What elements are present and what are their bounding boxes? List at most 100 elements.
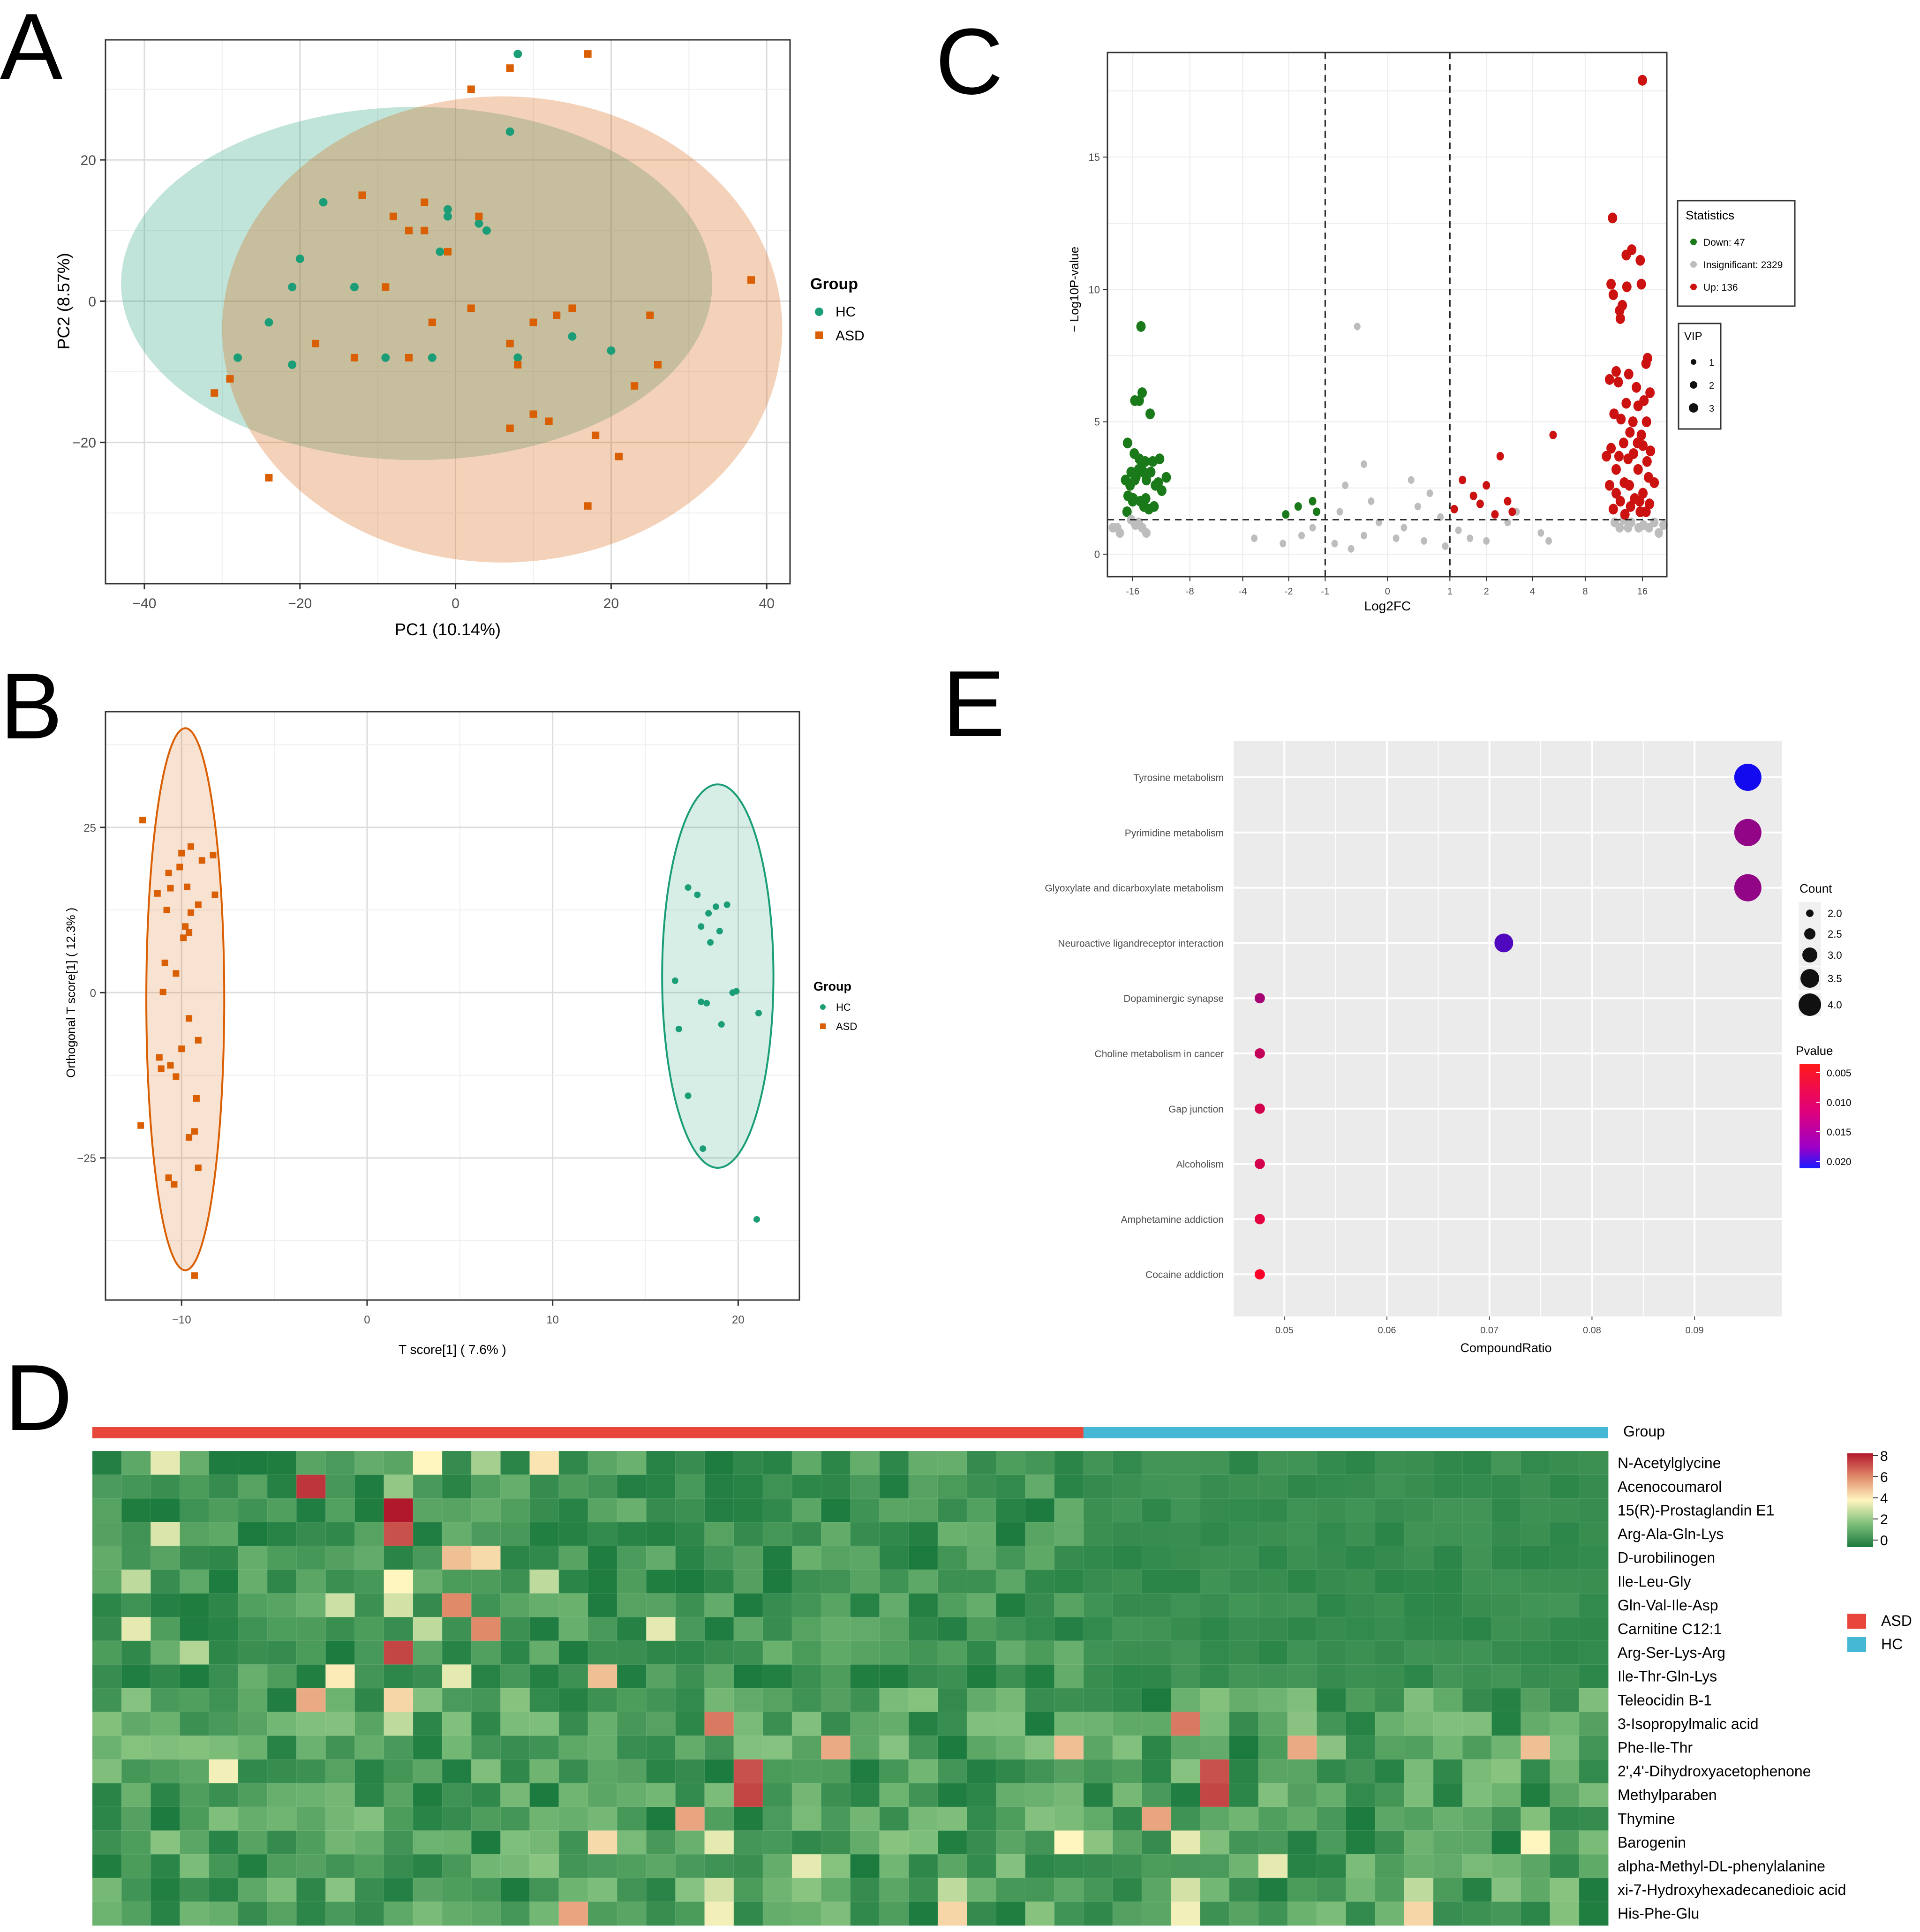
heatmap-cell [1462, 1593, 1492, 1618]
heatmap-cell [209, 1451, 239, 1475]
heatmap-cell [354, 1545, 384, 1570]
heatmap-cell [762, 1498, 793, 1523]
heatmap-cell [1229, 1522, 1259, 1547]
point-asd [211, 389, 218, 397]
heatmap-cell [821, 1688, 851, 1713]
x-tick-label: 0.09 [1686, 1325, 1704, 1336]
heatmap-cell [150, 1616, 181, 1641]
heatmap-cell [762, 1545, 793, 1570]
heatmap-cell [1170, 1451, 1201, 1475]
heatmap-cell [1550, 1712, 1580, 1737]
heatmap-cell [150, 1782, 181, 1807]
heatmap-cell [675, 1616, 705, 1641]
heatmap-cell [850, 1806, 880, 1831]
heatmap-cell [558, 1688, 588, 1713]
heatmap-cell [1258, 1522, 1288, 1547]
heatmap-cell [238, 1735, 268, 1760]
heatmap-cell [325, 1616, 355, 1641]
heatmap-cell [1200, 1830, 1230, 1855]
heatmap-cell [1200, 1498, 1230, 1523]
heatmap-cell [150, 1474, 181, 1499]
point-up [1459, 475, 1467, 485]
plot-background [105, 40, 790, 584]
heatmap-cell [617, 1474, 647, 1499]
heatmap-cell [587, 1498, 618, 1523]
heatmap-cell [1462, 1569, 1492, 1594]
point-insignificant [1659, 520, 1668, 530]
point-up [1642, 456, 1652, 467]
heatmap-cell [238, 1759, 268, 1784]
heatmap-cell [92, 1616, 122, 1641]
heatmap-cell [675, 1854, 705, 1879]
heatmap-cell [704, 1451, 734, 1475]
legend-key-stat [1690, 284, 1697, 290]
heatmap-cell [296, 1712, 326, 1737]
point-asd [467, 85, 475, 93]
heatmap-cell [180, 1616, 210, 1641]
heatmap-cell [966, 1498, 997, 1523]
heatmap-cell [791, 1474, 822, 1499]
heatmap-cell [1141, 1498, 1172, 1523]
heatmap-cell [646, 1830, 676, 1855]
heatmap-cell [617, 1878, 647, 1902]
x-tick-label: -2 [1285, 586, 1293, 597]
heatmap-cell [733, 1545, 763, 1570]
heatmap-cell [150, 1806, 181, 1831]
heatmap-cell [1229, 1854, 1259, 1879]
heatmap-cell [296, 1522, 326, 1547]
point-hc [288, 283, 297, 292]
heatmap-cell [1375, 1498, 1405, 1523]
heatmap-cell [908, 1522, 939, 1547]
heatmap-cell [354, 1522, 384, 1547]
heatmap-cell [704, 1498, 734, 1523]
point-asd [137, 1122, 144, 1129]
heatmap-cell [1287, 1854, 1318, 1879]
heatmap-cell [121, 1545, 151, 1570]
heatmap-cell [762, 1782, 793, 1807]
heatmap-cell [646, 1451, 676, 1475]
group-legend-key-hc [1847, 1637, 1866, 1652]
pvalue-legend-label: 0.020 [1827, 1157, 1852, 1167]
heatmap-cell [1229, 1901, 1259, 1926]
heatmap-cell [1258, 1712, 1288, 1737]
heatmap-cell [180, 1806, 210, 1831]
point-asd [198, 857, 205, 864]
heatmap-cell [1112, 1782, 1143, 1807]
heatmap-cell [1550, 1806, 1580, 1831]
heatmap-cell [1433, 1451, 1463, 1475]
heatmap-cell [937, 1901, 968, 1926]
heatmap-cell [442, 1569, 472, 1594]
heatmap-cell [821, 1712, 851, 1737]
heatmap-cell [1258, 1569, 1288, 1594]
point-asd [171, 1181, 178, 1188]
heatmap-cell [1025, 1474, 1055, 1499]
heatmap-cell [1462, 1759, 1492, 1784]
legend-key-stat [1690, 261, 1697, 268]
point-pathway [1734, 874, 1762, 902]
count-legend-key [1806, 910, 1814, 917]
heatmap-cell [1287, 1593, 1318, 1618]
heatmap-cell [908, 1664, 939, 1689]
heatmap-cell [1579, 1640, 1609, 1665]
heatmap-cell [675, 1498, 705, 1523]
heatmap-cell [1316, 1474, 1347, 1499]
heatmap-cell [1287, 1782, 1318, 1807]
heatmap-cell [1112, 1830, 1143, 1855]
heatmap-cell [821, 1545, 851, 1570]
heat-colorbar [1847, 1453, 1873, 1547]
heatmap-cell [267, 1782, 297, 1807]
x-tick-label: -4 [1239, 586, 1247, 597]
heatmap-cell [558, 1854, 588, 1879]
row-label: Thymine [1618, 1810, 1675, 1827]
ellipses [121, 96, 783, 563]
heatmap-cell [384, 1712, 414, 1737]
heatmap-cell [1404, 1474, 1434, 1499]
heatmap-cell [675, 1474, 705, 1499]
count-legend-key [1800, 969, 1819, 988]
point-insignificant [1650, 517, 1659, 527]
heatmap-cell [121, 1474, 151, 1499]
heatmap-cell [1083, 1451, 1114, 1475]
heatmap-cell [529, 1688, 559, 1713]
heatmap-cell [1550, 1854, 1580, 1879]
point-down [1122, 506, 1132, 518]
